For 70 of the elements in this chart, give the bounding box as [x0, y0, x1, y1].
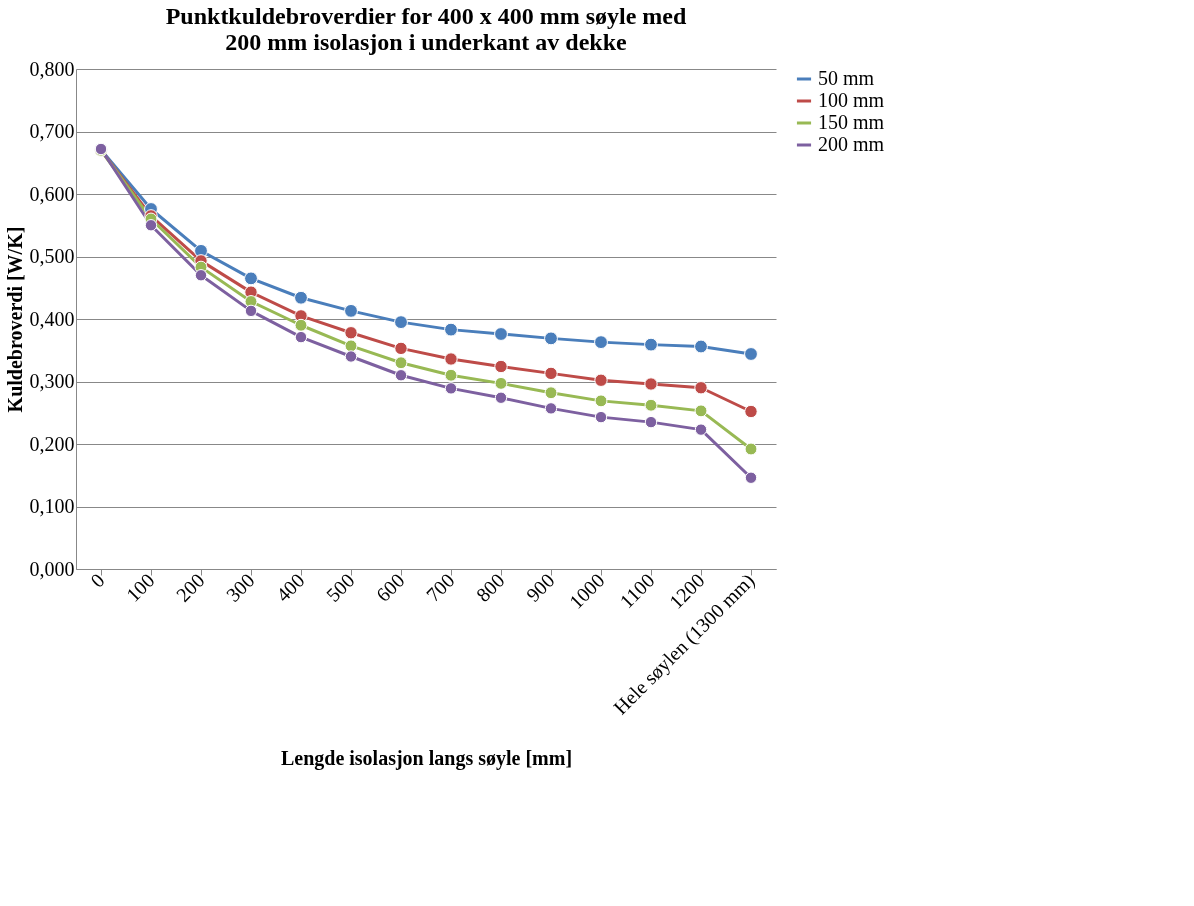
x-tick-label: 800: [471, 569, 509, 606]
point: [744, 442, 758, 456]
x-tick-label: 900: [521, 569, 559, 606]
x-tick-label: 0: [85, 569, 109, 592]
point: [444, 368, 458, 382]
legend-label: 150 mm: [818, 111, 885, 133]
point: [444, 382, 458, 395]
point: [494, 327, 508, 341]
point: [494, 391, 508, 404]
point: [294, 330, 308, 344]
x-tick-label: 600: [371, 569, 409, 606]
point: [344, 350, 358, 363]
x-tick-label: 700: [421, 569, 459, 606]
y-tick-label: 0,400: [29, 307, 75, 330]
x-tick-label: 500: [321, 569, 359, 606]
legend-label: 100 mm: [818, 89, 885, 111]
x-tick-label: 1100: [615, 569, 659, 613]
point: [694, 404, 708, 418]
point: [644, 415, 658, 429]
point: [594, 335, 608, 350]
point: [694, 381, 708, 395]
point: [394, 315, 408, 330]
point: [344, 339, 358, 353]
point: [694, 339, 708, 354]
point: [494, 359, 508, 374]
point: [594, 394, 608, 408]
point: [294, 318, 308, 332]
x-tick-label: 300: [221, 569, 259, 606]
point: [594, 373, 608, 387]
y-tick-label: 0,500: [29, 245, 75, 267]
y-tick-label: 0,800: [29, 57, 75, 80]
x-tick-label: 100: [121, 569, 159, 606]
point: [144, 219, 158, 232]
point: [744, 404, 758, 419]
point: [544, 331, 558, 346]
point: [394, 356, 408, 370]
point: [244, 304, 258, 318]
y-tick-label: 0,700: [29, 120, 75, 142]
point: [394, 369, 408, 382]
point: [394, 341, 408, 356]
point: [244, 271, 258, 286]
legend-label: 50 mm: [818, 67, 875, 89]
y-tick-label: 0,000: [29, 557, 75, 580]
point: [444, 322, 458, 337]
point: [444, 352, 458, 366]
point: [744, 347, 758, 361]
point: [194, 269, 208, 282]
point: [544, 402, 558, 415]
y-tick-label: 0,100: [29, 495, 75, 517]
point: [694, 423, 708, 436]
chart-title: Punktkuldebroverdier for 400 x 400 mm søyle med 200 mm isolasjon i underkant av dekke: [165, 3, 687, 55]
y-axis-title: Kuldebroverdi [W/K]: [3, 226, 26, 413]
point: [744, 471, 758, 484]
y-tick-label: 0,300: [29, 370, 75, 392]
point: [344, 303, 358, 318]
point: [644, 337, 658, 352]
legend-label: 200 mm: [818, 133, 885, 155]
point: [644, 398, 658, 412]
point: [594, 410, 608, 424]
x-tick-label: 400: [271, 569, 309, 606]
y-tick-label: 0,600: [29, 182, 75, 205]
point: [644, 377, 658, 391]
point: [544, 366, 558, 381]
x-axis-title: Lengde isolasjon langs søyle [mm]: [280, 746, 573, 770]
y-tick-label: 0,200: [29, 432, 75, 455]
x-tick-label: 200: [171, 569, 209, 606]
point: [494, 376, 508, 390]
point: [544, 386, 558, 400]
point: [294, 290, 308, 305]
point: [344, 326, 358, 340]
